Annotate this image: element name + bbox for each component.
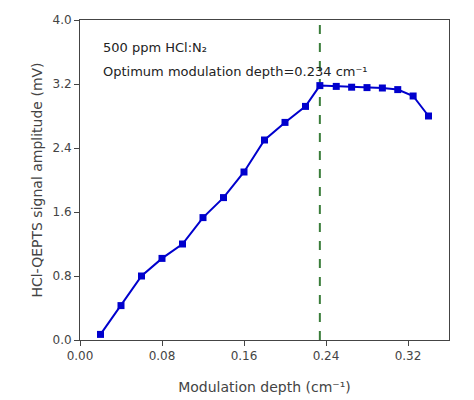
svg-text:0.16: 0.16 — [231, 349, 258, 363]
svg-text:Optimum modulation depth=0.234: Optimum modulation depth=0.234 cm⁻¹ — [103, 64, 368, 79]
svg-text:0.32: 0.32 — [395, 349, 422, 363]
svg-text:0.00: 0.00 — [67, 349, 94, 363]
svg-text:0.08: 0.08 — [149, 349, 176, 363]
svg-text:3.2: 3.2 — [53, 77, 72, 91]
svg-text:Modulation depth (cm⁻¹): Modulation depth (cm⁻¹) — [178, 379, 351, 395]
svg-text:500 ppm HCl:N₂: 500 ppm HCl:N₂ — [103, 40, 207, 55]
svg-text:2.4: 2.4 — [53, 141, 72, 155]
svg-text:0.0: 0.0 — [53, 333, 72, 347]
svg-text:1.6: 1.6 — [53, 205, 72, 219]
svg-text:0.8: 0.8 — [53, 269, 72, 283]
svg-text:HCl-QEPTS signal amplitude (mV: HCl-QEPTS signal amplitude (mV) — [29, 62, 45, 297]
svg-text:0.24: 0.24 — [313, 349, 340, 363]
svg-text:4.0: 4.0 — [53, 13, 72, 27]
